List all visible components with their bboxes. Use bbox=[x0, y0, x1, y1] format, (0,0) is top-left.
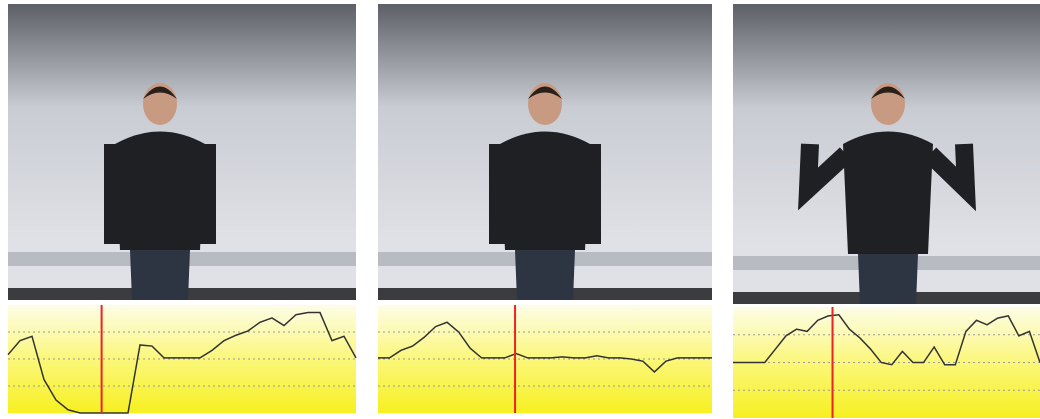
legs bbox=[515, 250, 575, 300]
signal-plot bbox=[7, 305, 357, 414]
torso bbox=[115, 131, 205, 250]
photos bbox=[8, 4, 1040, 304]
signal-line bbox=[378, 321, 712, 373]
arm bbox=[798, 143, 853, 211]
signal-line bbox=[733, 313, 1040, 366]
signal-line bbox=[7, 311, 357, 414]
torso bbox=[500, 131, 590, 250]
arm bbox=[200, 144, 216, 244]
arm bbox=[585, 144, 601, 244]
hair bbox=[143, 86, 177, 99]
arm bbox=[489, 144, 505, 244]
photo bbox=[733, 4, 1040, 304]
legs bbox=[130, 250, 190, 300]
hair bbox=[871, 86, 905, 99]
arm bbox=[923, 143, 976, 212]
plots bbox=[7, 305, 1040, 418]
photo bbox=[378, 4, 712, 300]
signal-plot bbox=[378, 305, 712, 413]
arm bbox=[104, 144, 120, 244]
hair bbox=[528, 86, 562, 99]
torso bbox=[843, 131, 933, 254]
photo bbox=[8, 4, 356, 300]
legs bbox=[858, 254, 918, 304]
signal-plot bbox=[733, 307, 1040, 418]
